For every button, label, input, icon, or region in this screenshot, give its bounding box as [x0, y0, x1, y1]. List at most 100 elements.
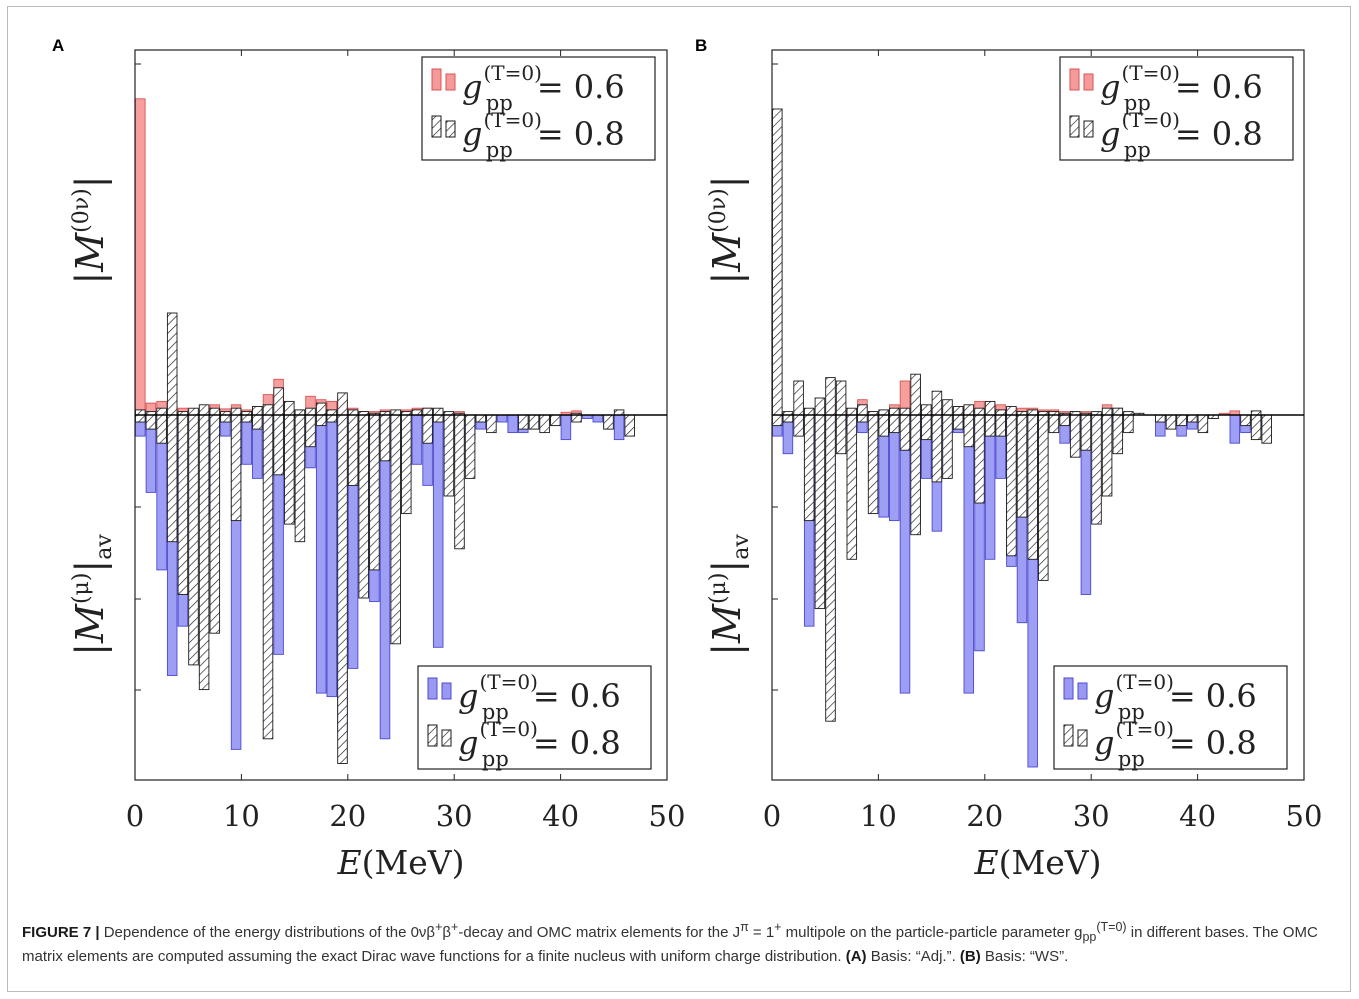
bar-omc-gpp-0.8: [1112, 414, 1124, 455]
bar-omc-gpp-0.6: [963, 414, 975, 694]
x-tick-label: 40: [542, 799, 579, 833]
bar-0nu-gpp-0.8: [209, 407, 221, 416]
panel-a-y-label-bottom: |M(μ)|av: [68, 534, 117, 656]
x-tick-label: 30: [436, 799, 473, 833]
bar-omc-gpp-0.8: [921, 414, 932, 441]
legend-label: g(T=0) pp = 0.6: [462, 61, 625, 115]
bar-omc-gpp-0.8: [1165, 414, 1177, 430]
caption-text: Dependence of the energy distributions o…: [99, 924, 436, 941]
bar-0nu-gpp-0.8: [878, 409, 889, 416]
caption-panel-ref: (B): [959, 948, 981, 965]
panel-b: B 0 10 20 30 40 50 E(MeV) |M(0ν)| |M(μ)|av g(…: [695, 36, 1322, 882]
legend-box: [1059, 56, 1294, 161]
bar-omc-gpp-0.8: [857, 414, 868, 423]
panel-label-b: B: [695, 36, 707, 55]
bar-0nu-gpp-0.8: [252, 406, 263, 416]
bar-omc-gpp-0.8: [1059, 414, 1070, 427]
bar-omc-gpp-0.8: [1091, 414, 1102, 525]
bar-omc-gpp-0.8: [624, 414, 635, 437]
legend-label: g(T=0) pp = 0.8: [462, 108, 625, 162]
bar-omc-gpp-0.8: [475, 414, 487, 423]
bar-0nu-gpp-0.8: [347, 409, 359, 416]
caption-text: (T=0): [1096, 920, 1127, 934]
bar-omc-gpp-0.8: [486, 414, 497, 434]
legend-swatch-hatch: [431, 115, 442, 138]
caption-text: -decay and OMC matrix elements for the J: [458, 924, 741, 941]
bar-0nu-gpp-0.8: [337, 392, 348, 416]
bar-0nu-gpp-0.8: [803, 407, 815, 416]
bar-omc-gpp-0.8: [1123, 414, 1134, 434]
bar-omc-gpp-0.8: [358, 414, 369, 599]
panel-b-y-ticks: [772, 63, 778, 691]
caption-text: in different bases. The OMC matrix eleme…: [22, 924, 1318, 965]
bar-omc-gpp-0.8: [1155, 414, 1166, 423]
legend-box: [421, 56, 656, 161]
panel-a-y-ticks: [135, 63, 141, 691]
legend-entry-hatch: g(T=0) pp = 0.8: [1063, 717, 1257, 771]
bar-omc-gpp-0.8: [284, 414, 295, 525]
bar-omc-gpp-0.8: [1240, 414, 1251, 427]
x-tick-label: 40: [1179, 799, 1216, 833]
bar-omc-gpp-0.8: [984, 414, 996, 437]
figure-frame: [7, 6, 1351, 992]
bar-0nu-gpp-0.8: [825, 377, 836, 416]
bar-omc-gpp-0.8: [1261, 414, 1272, 444]
caption-text: = 1: [748, 924, 775, 941]
bar-omc-gpp-0.8: [1250, 414, 1262, 441]
legend-entry-hatch: g(T=0) pp = 0.8: [427, 717, 621, 771]
bar-omc-gpp-0.8: [198, 414, 210, 691]
bar-omc-gpp-0.8: [867, 414, 879, 515]
caption-text: multipole on the particle-particle param…: [781, 924, 1083, 941]
caption-text: +: [451, 920, 459, 934]
bar-omc-gpp-0.8: [305, 414, 316, 448]
legend-swatch-blue: [1077, 682, 1088, 700]
bar-omc-gpp-0.8: [1080, 414, 1092, 451]
bar-omc-gpp-0.8: [422, 414, 433, 444]
bar-omc-gpp-0.8: [942, 414, 953, 479]
bar-0nu-gpp-0.8: [963, 404, 975, 416]
bar-0nu-gpp-0.8: [942, 399, 953, 416]
bar-omc-gpp-0.8: [889, 414, 900, 434]
figure-chart: A 0 10 20 30 40 50 E(MeV) |M(0ν)| |M(μ)|av g(…: [52, 36, 1322, 882]
panel-a-y-label-top: |M(0ν)|: [68, 175, 112, 284]
figure-caption: FIGURE 7 | Dependence of the energy dist…: [22, 917, 1332, 967]
bar-0nu-gpp-0.8: [814, 397, 826, 416]
x-tick-label: 20: [966, 799, 1003, 833]
bar-omc-gpp-0.8: [1027, 414, 1038, 560]
bar-0nu-gpp-0.8: [390, 409, 401, 416]
bar-omc-gpp-0.8: [1048, 414, 1060, 434]
panel-b-legend-bottom: g(T=0) pp = 0.6 g(T=0) pp = 0.8: [1053, 665, 1288, 771]
legend-swatch-hatch: [1077, 729, 1088, 747]
legend-entry-blue: g(T=0) pp = 0.6: [427, 670, 621, 724]
bar-omc-gpp-0.6: [592, 414, 604, 423]
x-tick-label: 10: [860, 799, 897, 833]
bar-0nu-gpp-0.8: [230, 407, 242, 416]
bar-0nu-gpp-0.8: [931, 390, 943, 416]
caption-text: π: [740, 920, 749, 934]
panel-b-x-axis-label: E(MeV): [974, 843, 1102, 882]
bar-0nu-gpp-0.8: [899, 407, 911, 416]
legend-label: g(T=0) pp = 0.6: [1100, 61, 1263, 115]
legend-swatch-red: [445, 73, 456, 91]
panel-label-a: A: [52, 36, 64, 55]
bar-0nu-gpp-0.8: [772, 108, 783, 416]
bar-omc-gpp-0.8: [294, 414, 306, 543]
bar-omc-gpp-0.6: [496, 414, 508, 423]
legend-box: [1053, 665, 1288, 770]
bar-0nu-gpp-0.8: [284, 400, 295, 416]
bar-0nu-gpp-0.8: [135, 409, 146, 416]
bar-omc-gpp-0.6: [984, 414, 996, 560]
bar-omc-gpp-0.8: [188, 414, 199, 666]
bar-omc-gpp-0.8: [390, 414, 401, 645]
bar-omc-gpp-0.6: [432, 414, 444, 648]
bar-omc-gpp-0.8: [952, 414, 964, 430]
bar-omc-gpp-0.6: [379, 414, 391, 740]
legend-swatch-hatch: [1069, 115, 1080, 138]
legend-entry-red: g(T=0) pp = 0.6: [431, 61, 625, 115]
legend-entry-blue: g(T=0) pp = 0.6: [1063, 670, 1257, 724]
bar-0nu-gpp-0.8: [857, 404, 868, 416]
legend-swatch-hatch: [1083, 120, 1094, 138]
legend-swatch-red: [1083, 73, 1094, 91]
bar-0nu-gpp-0.8: [1006, 406, 1017, 416]
bar-0nu-gpp-0.8: [995, 409, 1006, 416]
